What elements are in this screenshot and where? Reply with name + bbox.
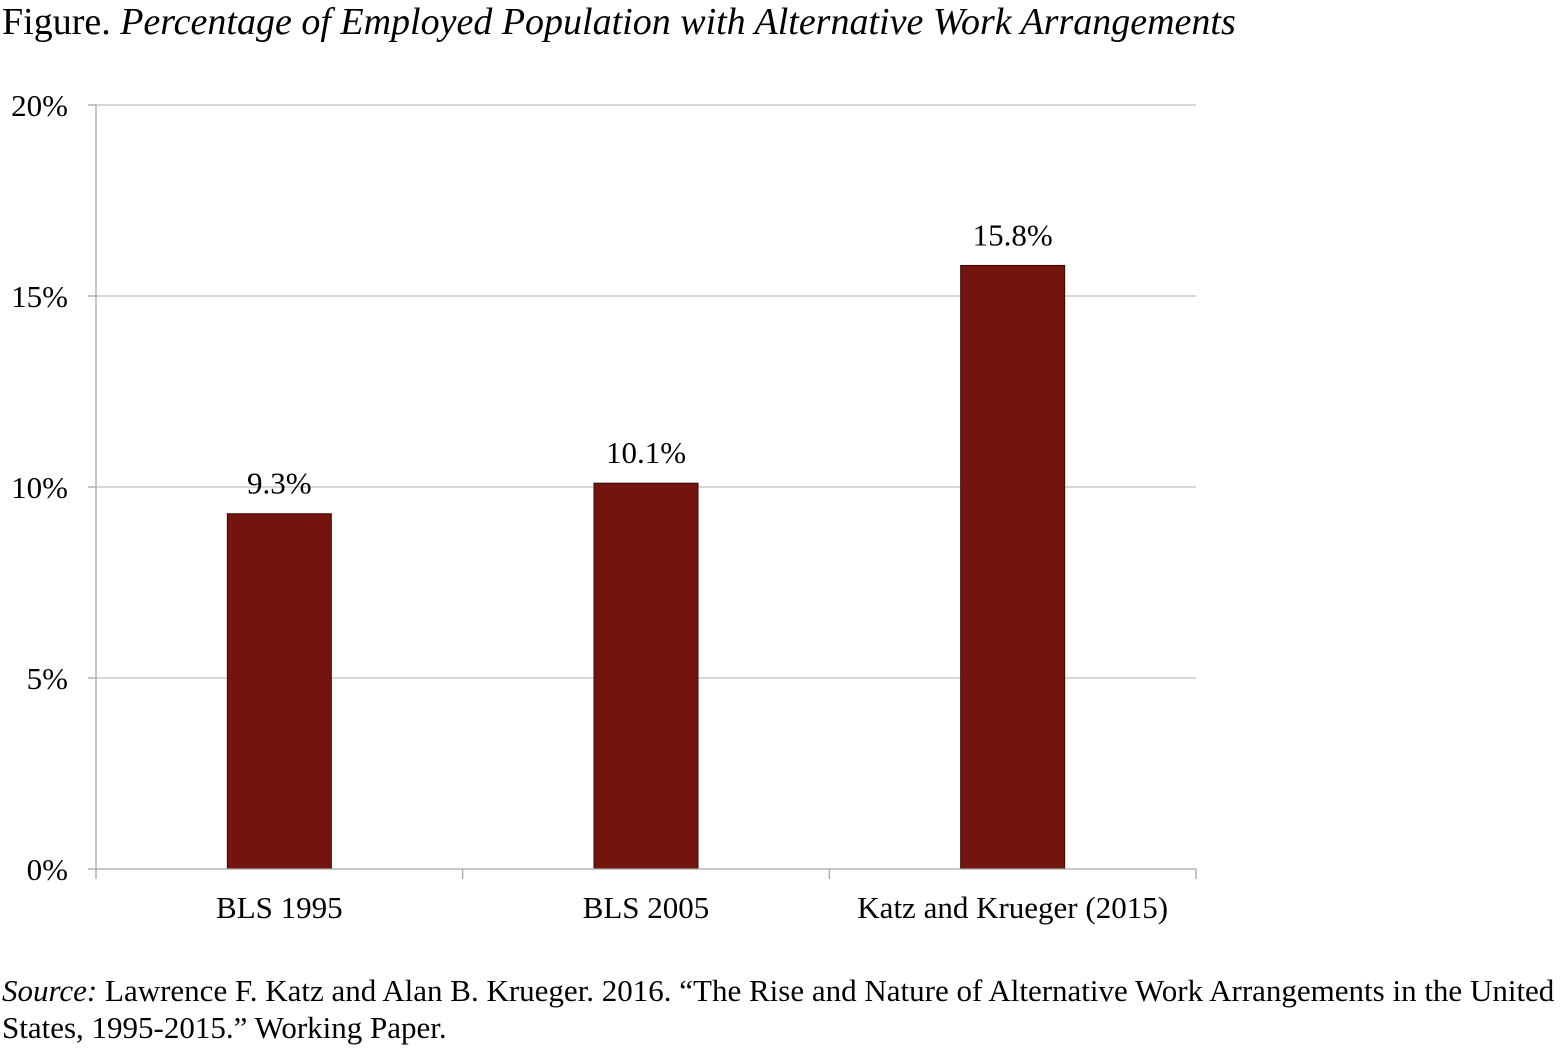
- bar: [226, 513, 332, 870]
- data-labels: 9.3% 10.1% 15.8%: [247, 217, 1053, 500]
- source-text: Lawrence F. Katz and Alan B. Krueger. 20…: [2, 973, 1555, 1045]
- bar-chart: 0% 5% 10% 15% 20% BLS 1995 BLS 2005 Katz and K…: [11, 88, 1197, 925]
- axes: [88, 104, 1197, 879]
- figure-title-text: Percentage of Employed Population with A…: [120, 1, 1236, 43]
- x-tick-label: BLS 2005: [583, 890, 710, 925]
- bars: [226, 264, 1066, 870]
- y-tick-label: 0%: [27, 852, 68, 887]
- y-tick-label: 5%: [27, 661, 68, 696]
- figure-title-prefix: Figure.: [2, 1, 111, 43]
- x-tick-label: Katz and Krueger (2015): [857, 890, 1168, 925]
- source-note: Source: Lawrence F. Katz and Alan B. Kru…: [2, 972, 1562, 1046]
- source-label: Source:: [2, 973, 98, 1008]
- y-tick-label: 15%: [11, 279, 68, 314]
- data-label: 15.8%: [973, 217, 1053, 252]
- y-tick-label: 10%: [11, 470, 68, 505]
- x-tick-label: BLS 1995: [216, 890, 343, 925]
- figure-title: Figure. Percentage of Employed Populatio…: [2, 0, 1236, 44]
- x-tick-labels: BLS 1995 BLS 2005 Katz and Krueger (2015): [216, 890, 1168, 925]
- data-label: 9.3%: [247, 466, 312, 501]
- bar: [593, 482, 699, 870]
- y-tick-label: 20%: [11, 88, 68, 123]
- bar: [960, 264, 1066, 870]
- data-label: 10.1%: [606, 435, 686, 470]
- y-tick-labels: 0% 5% 10% 15% 20%: [11, 88, 68, 887]
